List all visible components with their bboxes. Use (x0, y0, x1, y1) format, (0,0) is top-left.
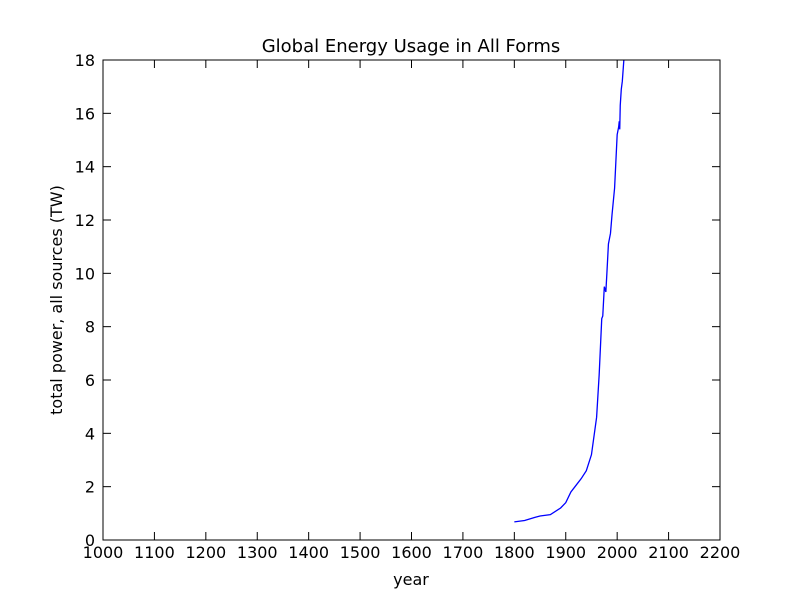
y-tick-label: 2 (85, 478, 95, 497)
y-tick-label: 14 (75, 158, 95, 177)
x-axis-label: year (393, 570, 429, 589)
x-tick-label: 1600 (391, 543, 432, 562)
y-axis-label: total power, all sources (TW) (47, 185, 66, 415)
y-tick-label: 10 (75, 264, 95, 283)
x-tick-label: 1100 (134, 543, 175, 562)
y-tick-label: 18 (75, 51, 95, 70)
y-tick-label: 0 (85, 531, 95, 550)
x-tick-label: 1200 (185, 543, 226, 562)
x-tick-label: 1500 (340, 543, 381, 562)
y-tick-label: 12 (75, 211, 95, 230)
plot-frame (102, 59, 721, 541)
x-tick-label: 2100 (648, 543, 689, 562)
x-tick-label: 2200 (700, 543, 741, 562)
x-tick-label: 1900 (545, 543, 586, 562)
line-series (514, 60, 625, 523)
x-tick-label: 2000 (597, 543, 638, 562)
x-tick-label: 1000 (83, 543, 124, 562)
x-tick-label: 1700 (443, 543, 484, 562)
y-tick-label: 8 (85, 318, 95, 337)
y-tick-label: 6 (85, 371, 95, 390)
x-tick-label: 1800 (494, 543, 535, 562)
x-tick-label: 1300 (237, 543, 278, 562)
y-tick-label: 4 (85, 424, 95, 443)
chart-title: Global Energy Usage in All Forms (262, 36, 561, 57)
x-tick-label: 1400 (288, 543, 329, 562)
y-tick-label: 16 (75, 104, 95, 123)
